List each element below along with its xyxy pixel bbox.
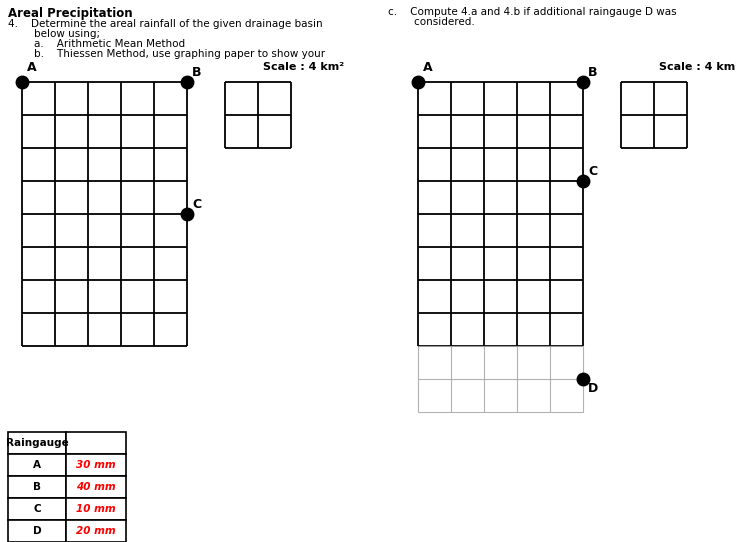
- Text: below using;: below using;: [8, 29, 100, 39]
- Bar: [66, 520, 126, 542]
- Bar: [66, 454, 126, 476]
- Bar: [8, 454, 66, 476]
- Text: A: A: [423, 61, 433, 74]
- Text: 20 mm: 20 mm: [77, 526, 116, 536]
- Bar: [8, 498, 66, 520]
- Text: C: C: [588, 165, 597, 178]
- Bar: [8, 432, 66, 454]
- Text: Scale : 4 km²: Scale : 4 km²: [659, 62, 736, 72]
- Text: a.    Arithmetic Mean Method: a. Arithmetic Mean Method: [8, 39, 185, 49]
- Bar: [66, 498, 126, 520]
- Text: C: C: [33, 504, 40, 514]
- Text: 30 mm: 30 mm: [77, 460, 116, 470]
- Text: considered.: considered.: [388, 17, 475, 27]
- Text: A: A: [33, 460, 41, 470]
- Text: 40 mm: 40 mm: [77, 482, 116, 492]
- Text: Scale : 4 km²: Scale : 4 km²: [263, 62, 344, 72]
- Text: 4.    Determine the areal rainfall of the given drainage basin: 4. Determine the areal rainfall of the g…: [8, 19, 322, 29]
- Text: A: A: [27, 61, 37, 74]
- Text: B: B: [588, 66, 598, 79]
- Bar: [66, 432, 126, 454]
- Text: D: D: [32, 526, 41, 536]
- Text: C: C: [192, 198, 201, 211]
- Text: Areal Precipitation: Areal Precipitation: [8, 7, 132, 20]
- Text: B: B: [192, 66, 202, 79]
- Text: B: B: [33, 482, 41, 492]
- Text: Raingauge: Raingauge: [6, 438, 68, 448]
- Text: D: D: [588, 382, 598, 395]
- Text: b.    Thiessen Method, use graphing paper to show your: b. Thiessen Method, use graphing paper t…: [8, 49, 325, 59]
- Bar: [66, 476, 126, 498]
- Bar: [8, 520, 66, 542]
- Text: c.    Compute 4.a and 4.b if additional raingauge D was: c. Compute 4.a and 4.b if additional rai…: [388, 7, 676, 17]
- Text: 10 mm: 10 mm: [77, 504, 116, 514]
- Bar: [8, 476, 66, 498]
